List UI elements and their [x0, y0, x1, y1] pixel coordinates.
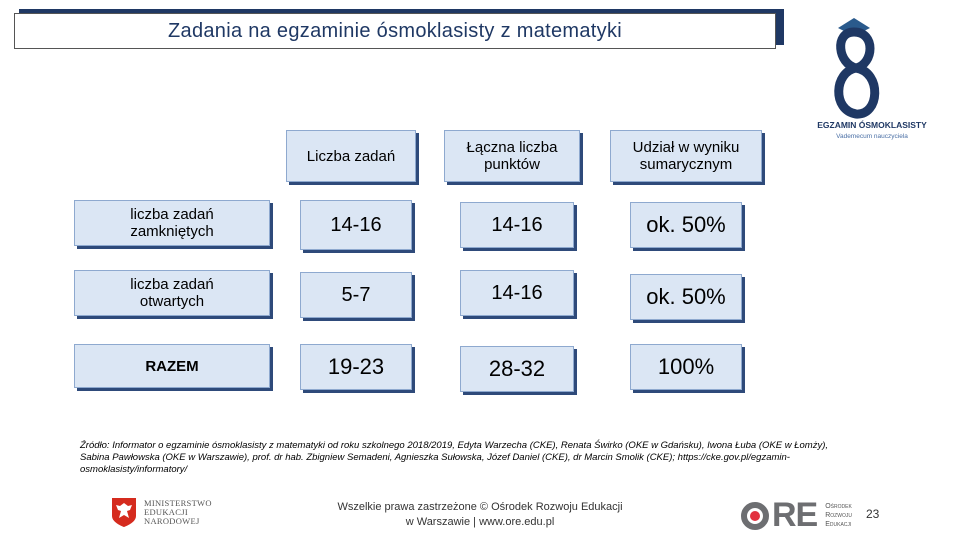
source-note: Źródło: Informator o egzaminie ósmoklasi… [80, 440, 829, 475]
cell-zamkniete-liczba: 14-16 [300, 200, 412, 250]
ore-sub-1: Ośrodek [825, 503, 852, 510]
ministry-line-2: EDUKACJI [144, 506, 188, 517]
cell-otwarte-udzial: ok. 50% [630, 274, 742, 320]
ore-sub-3: Edukacji [825, 521, 852, 528]
logo-text-1: EGZAMIN ÓSMOKLASISTY [817, 119, 927, 130]
cell-razem-liczba: 19-23 [300, 344, 412, 390]
header-laczna-liczba-punktow: Łączna liczba punktów [444, 130, 580, 182]
row-label-razem: RAZEM [74, 344, 270, 388]
page-number: 23 [866, 507, 880, 521]
ore-letters: RE [772, 496, 818, 534]
cell-zamkniete-udzial: ok. 50% [630, 202, 742, 248]
ministry-logo: MINISTERSTWO EDUKACJI NARODOWEJ [110, 496, 212, 528]
cell-otwarte-liczba: 5-7 [300, 272, 412, 318]
title-box: Zadania na egzaminie ósmoklasisty z mate… [14, 13, 776, 49]
header-liczba-zadan: Liczba zadań [286, 130, 416, 182]
ministry-line-1: MINISTERSTWO [144, 497, 212, 508]
logo-text-2: Vademecum nauczyciela [836, 133, 908, 140]
copyright-footer: Wszelkie prawa zastrzeżone © Ośrodek Roz… [330, 500, 630, 530]
copyright-line-2: w Warszawie | www.ore.edu.pl [405, 516, 555, 528]
row-label-zamkniete: liczba zadań zamkniętych [74, 200, 270, 246]
cell-otwarte-punkty: 14-16 [460, 270, 574, 316]
cell-zamkniete-punkty: 14-16 [460, 202, 574, 248]
ore-logo: RE Ośrodek Rozwoju Edukacji [740, 496, 852, 535]
eight-digit-icon [834, 27, 880, 119]
eagle-emblem-icon [112, 498, 136, 527]
cell-razem-punkty: 28-32 [460, 346, 574, 392]
ore-o-icon [741, 501, 769, 530]
ore-sub-2: Rozwoju [825, 512, 852, 519]
row-label-otwarte: liczba zadań otwartych [74, 270, 270, 316]
egzamin-osmoklasisty-logo: EGZAMIN ÓSMOKLASISTY Vademecum nauczycie… [817, 18, 927, 140]
cell-razem-udzial: 100% [630, 344, 742, 390]
ministry-line-3: NARODOWEJ [144, 515, 200, 526]
header-udzial-w-wyniku: Udział w wyniku sumarycznym [610, 130, 762, 182]
copyright-line-1: Wszelkie prawa zastrzeżone © Ośrodek Roz… [337, 501, 623, 513]
page-title: Zadania na egzaminie ósmoklasisty z mate… [168, 19, 622, 42]
